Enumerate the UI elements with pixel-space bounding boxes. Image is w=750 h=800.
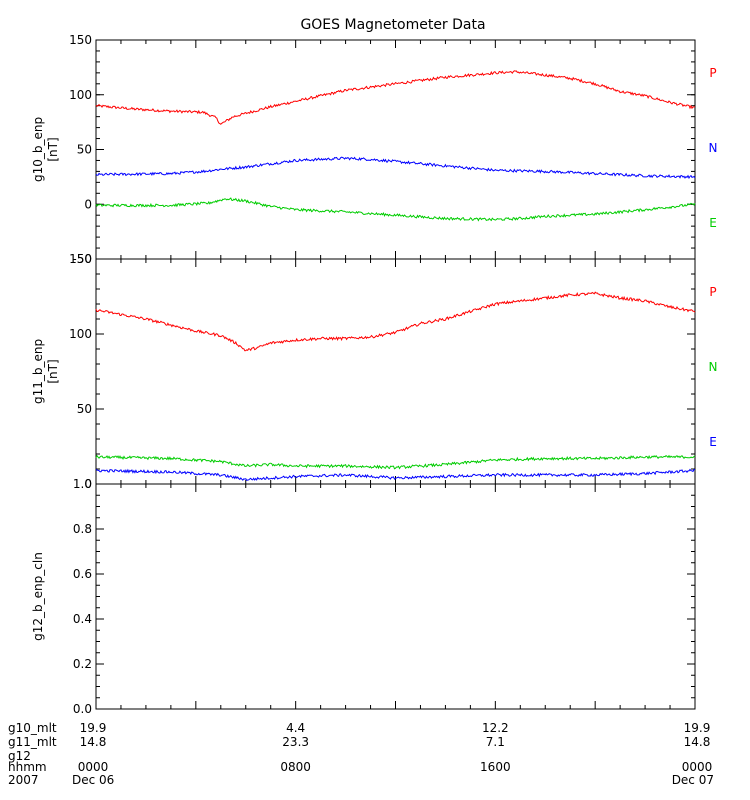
axis-row-label: g12 (8, 749, 31, 763)
legend-E: E (709, 216, 717, 230)
panel-2: 0 50 100 150 g11_b_enp [nT] P N E (31, 252, 717, 491)
series-E-line (95, 468, 696, 482)
y-tick-label: 0.0 (73, 702, 92, 716)
y-tick-label: 0 (84, 197, 92, 211)
series-P-line (95, 70, 695, 125)
y-axis-unit: [nT] (46, 137, 60, 161)
panel-3: 0.0 0.2 0.4 0.6 0.8 1.0 g12_b_enp_cln (31, 477, 696, 716)
y-tick-label: 0.8 (73, 522, 92, 536)
axis-tick-value: 12.2 (482, 721, 509, 735)
y-axis-label: g10_b_enp (31, 117, 45, 182)
series-N-line (95, 454, 696, 470)
plot-frame (95, 39, 696, 260)
axis-tick-value: Dec 06 (72, 773, 114, 787)
axis-tick-value: 14.8 (684, 735, 711, 749)
axis-tick-value: 19.9 (684, 721, 711, 735)
axis-tick-value: 19.9 (80, 721, 107, 735)
legend-P: P (709, 285, 716, 299)
legend-N: N (709, 141, 718, 155)
y-tick-label: -50 (72, 252, 92, 266)
axis-tick-value: Dec 07 (672, 773, 714, 787)
y-tick-label: 1.0 (73, 477, 92, 491)
legend-E: E (709, 435, 717, 449)
axis-row-label: hhmm (8, 760, 47, 774)
series-P-line (95, 291, 696, 352)
axis-row-label: g11_mlt (8, 735, 57, 749)
y-tick-label: 100 (69, 88, 92, 102)
axis-row-label: 2007 (8, 773, 39, 787)
chart-title: GOES Magnetometer Data (300, 17, 485, 33)
axis-tick-value: 0800 (280, 760, 311, 774)
axis-tick-value: 7.1 (486, 735, 505, 749)
axis-tick-value: 0000 (682, 760, 713, 774)
y-tick-label: 150 (69, 252, 92, 266)
bottom-axis-labels: g10_mltg11_mltg12hhmm200719.914.80000Dec… (8, 721, 714, 787)
panel-1: -50 0 50 100 150 g10_b_enp [nT] P N E (31, 33, 717, 266)
y-tick-label: 150 (69, 33, 92, 47)
y-axis-label: g12_b_enp_cln (31, 552, 45, 641)
axis-tick-value: 23.3 (282, 735, 309, 749)
y-tick-label: 100 (69, 327, 92, 341)
legend-N: N (709, 360, 718, 374)
series-E-line (95, 197, 696, 222)
y-tick-label: 50 (77, 143, 92, 157)
y-tick-label: 0.6 (73, 567, 92, 581)
series-N-line (95, 156, 696, 180)
axis-tick-value: 14.8 (80, 735, 107, 749)
axis-row-label: g10_mlt (8, 721, 57, 735)
y-tick-label: 50 (77, 402, 92, 416)
axis-tick-value: 4.4 (286, 721, 305, 735)
plot-frame (95, 483, 696, 710)
y-tick-label: 0 (84, 477, 92, 491)
y-axis-unit: [nT] (46, 359, 60, 383)
legend-P: P (709, 66, 716, 80)
plot-frame (95, 258, 696, 485)
y-tick-label: 0.4 (73, 612, 92, 626)
y-tick-label: 0.2 (73, 657, 92, 671)
y-axis-label: g11_b_enp (31, 339, 45, 404)
axis-tick-value: 0000 (78, 760, 109, 774)
axis-tick-value: 1600 (480, 760, 511, 774)
